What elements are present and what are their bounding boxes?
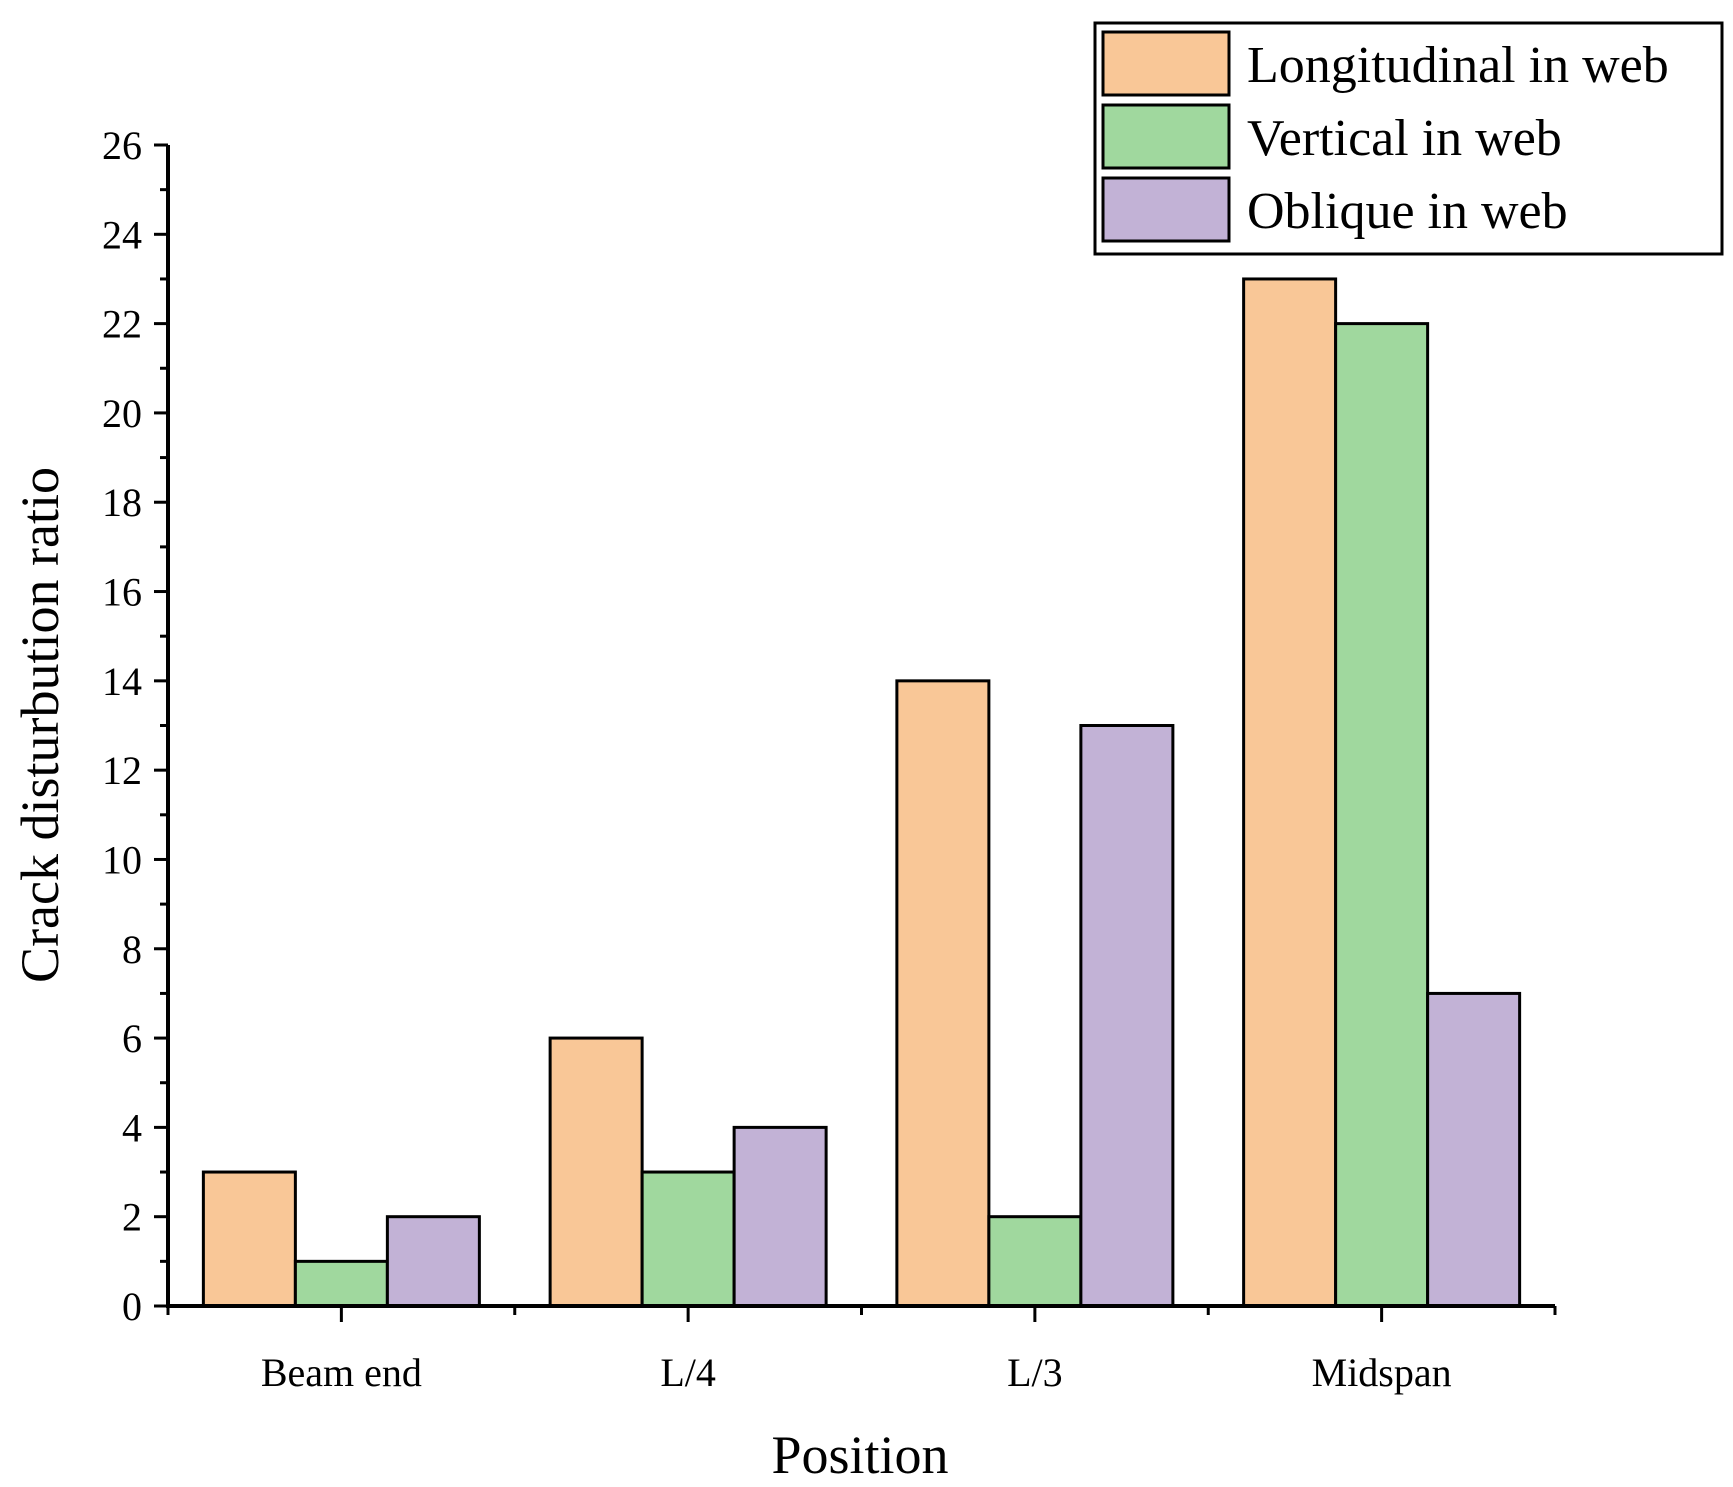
bar-longitudinal-in-web-beam-end	[201, 1170, 297, 1308]
y-tick-label: 22	[102, 302, 142, 347]
y-tick-label: 2	[122, 1195, 142, 1240]
bars-group	[201, 277, 1522, 1308]
legend-label-vertical-in-web: Vertical in web	[1247, 110, 1562, 167]
x-ticks-group: Beam end L/4 L/3 Midspan	[166, 1306, 1557, 1395]
legend-label-longitudinal-in-web: Longitudinal in web	[1247, 37, 1669, 94]
x-tick-label: Midspan	[1312, 1350, 1452, 1395]
x-tick-label: Beam end	[261, 1350, 422, 1395]
bar-longitudinal-in-web-midspan	[1242, 277, 1338, 1308]
y-tick-label: 6	[122, 1016, 142, 1061]
bar-vertical-in-web-l-3	[987, 1215, 1083, 1308]
bar-longitudinal-in-web-l-3	[895, 679, 991, 1308]
bar-vertical-in-web-l-4	[640, 1170, 736, 1308]
bar-vertical-in-web-beam-end	[293, 1259, 389, 1308]
y-tick-label: 8	[122, 927, 142, 972]
legend-swatch-oblique-in-web	[1101, 176, 1231, 243]
legend-swatch-longitudinal-in-web	[1101, 30, 1231, 97]
bar-vertical-in-web-midspan	[1334, 322, 1430, 1308]
y-tick-label: 26	[102, 123, 142, 168]
bar-longitudinal-in-web-l-4	[548, 1036, 644, 1308]
legend-label-oblique-in-web: Oblique in web	[1247, 183, 1568, 240]
bar-oblique-in-web-l-3	[1079, 724, 1175, 1308]
x-tick-label: L/3	[1007, 1350, 1063, 1395]
y-tick-label: 14	[102, 659, 142, 704]
y-tick-label: 16	[102, 570, 142, 615]
y-tick-label: 0	[122, 1284, 142, 1329]
bar-oblique-in-web-beam-end	[385, 1215, 481, 1308]
y-tick-label: 18	[102, 480, 142, 525]
y-axis-title: Crack disturbution ratio	[10, 467, 70, 983]
legend: Longitudinal in web Vertical in web Obliqu…	[1093, 21, 1724, 256]
x-axis-title: Position	[771, 1425, 948, 1485]
legend-swatch-vertical-in-web	[1101, 103, 1231, 170]
bar-oblique-in-web-midspan	[1426, 991, 1522, 1308]
y-tick-label: 24	[102, 212, 142, 257]
y-tick-label: 10	[102, 837, 142, 882]
y-tick-label: 4	[122, 1105, 142, 1150]
bar-oblique-in-web-l-4	[732, 1125, 828, 1308]
y-tick-label: 20	[102, 391, 142, 436]
x-tick-label: L/4	[660, 1350, 716, 1395]
y-tick-label: 12	[102, 748, 142, 793]
